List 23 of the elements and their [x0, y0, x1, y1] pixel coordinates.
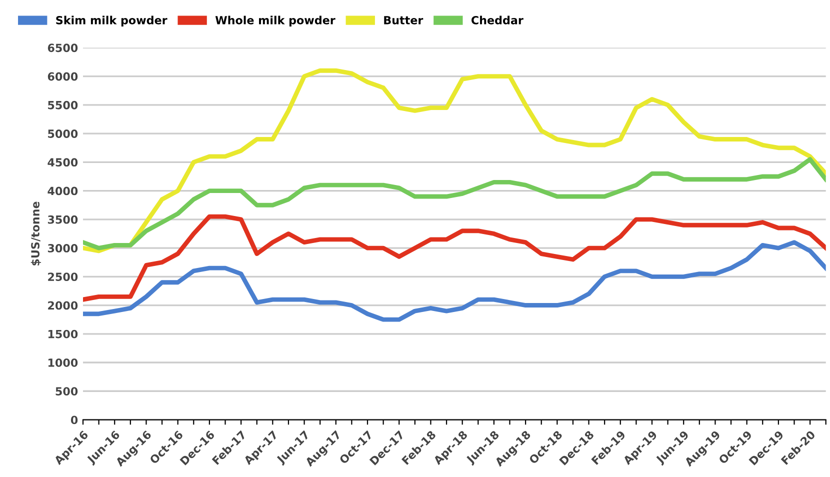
y-tick-label: 2500: [48, 272, 78, 282]
y-tick-label: 4000: [48, 186, 78, 196]
y-tick-label: 1000: [48, 358, 78, 367]
y-tick-label: 5500: [48, 100, 78, 110]
y-tick-label: 500: [56, 387, 78, 396]
line-series: [83, 240, 826, 322]
y-tick-label: 5000: [48, 130, 78, 138]
y-tick-label: 3500: [48, 215, 78, 224]
legend-label: Butter: [384, 16, 424, 24]
legend-label: Cheddar: [471, 16, 524, 24]
y-tick-label: 1500: [48, 330, 78, 338]
y-tick-label: 6500: [48, 44, 78, 52]
line-series: [83, 68, 826, 254]
legend-label: Whole milk powder: [215, 16, 336, 27]
line-series: [83, 214, 826, 302]
y-tick-label: 3000: [48, 244, 78, 252]
y-axis-title: $US/tonne: [30, 202, 41, 266]
y-tick-label: 6000: [48, 72, 78, 81]
y-tick-label: 2000: [48, 301, 78, 310]
legend-label: Skim milk powder: [56, 16, 168, 27]
line-series: [83, 157, 826, 250]
y-tick-label: 0: [70, 416, 78, 424]
y-tick-label: 4500: [48, 158, 78, 167]
